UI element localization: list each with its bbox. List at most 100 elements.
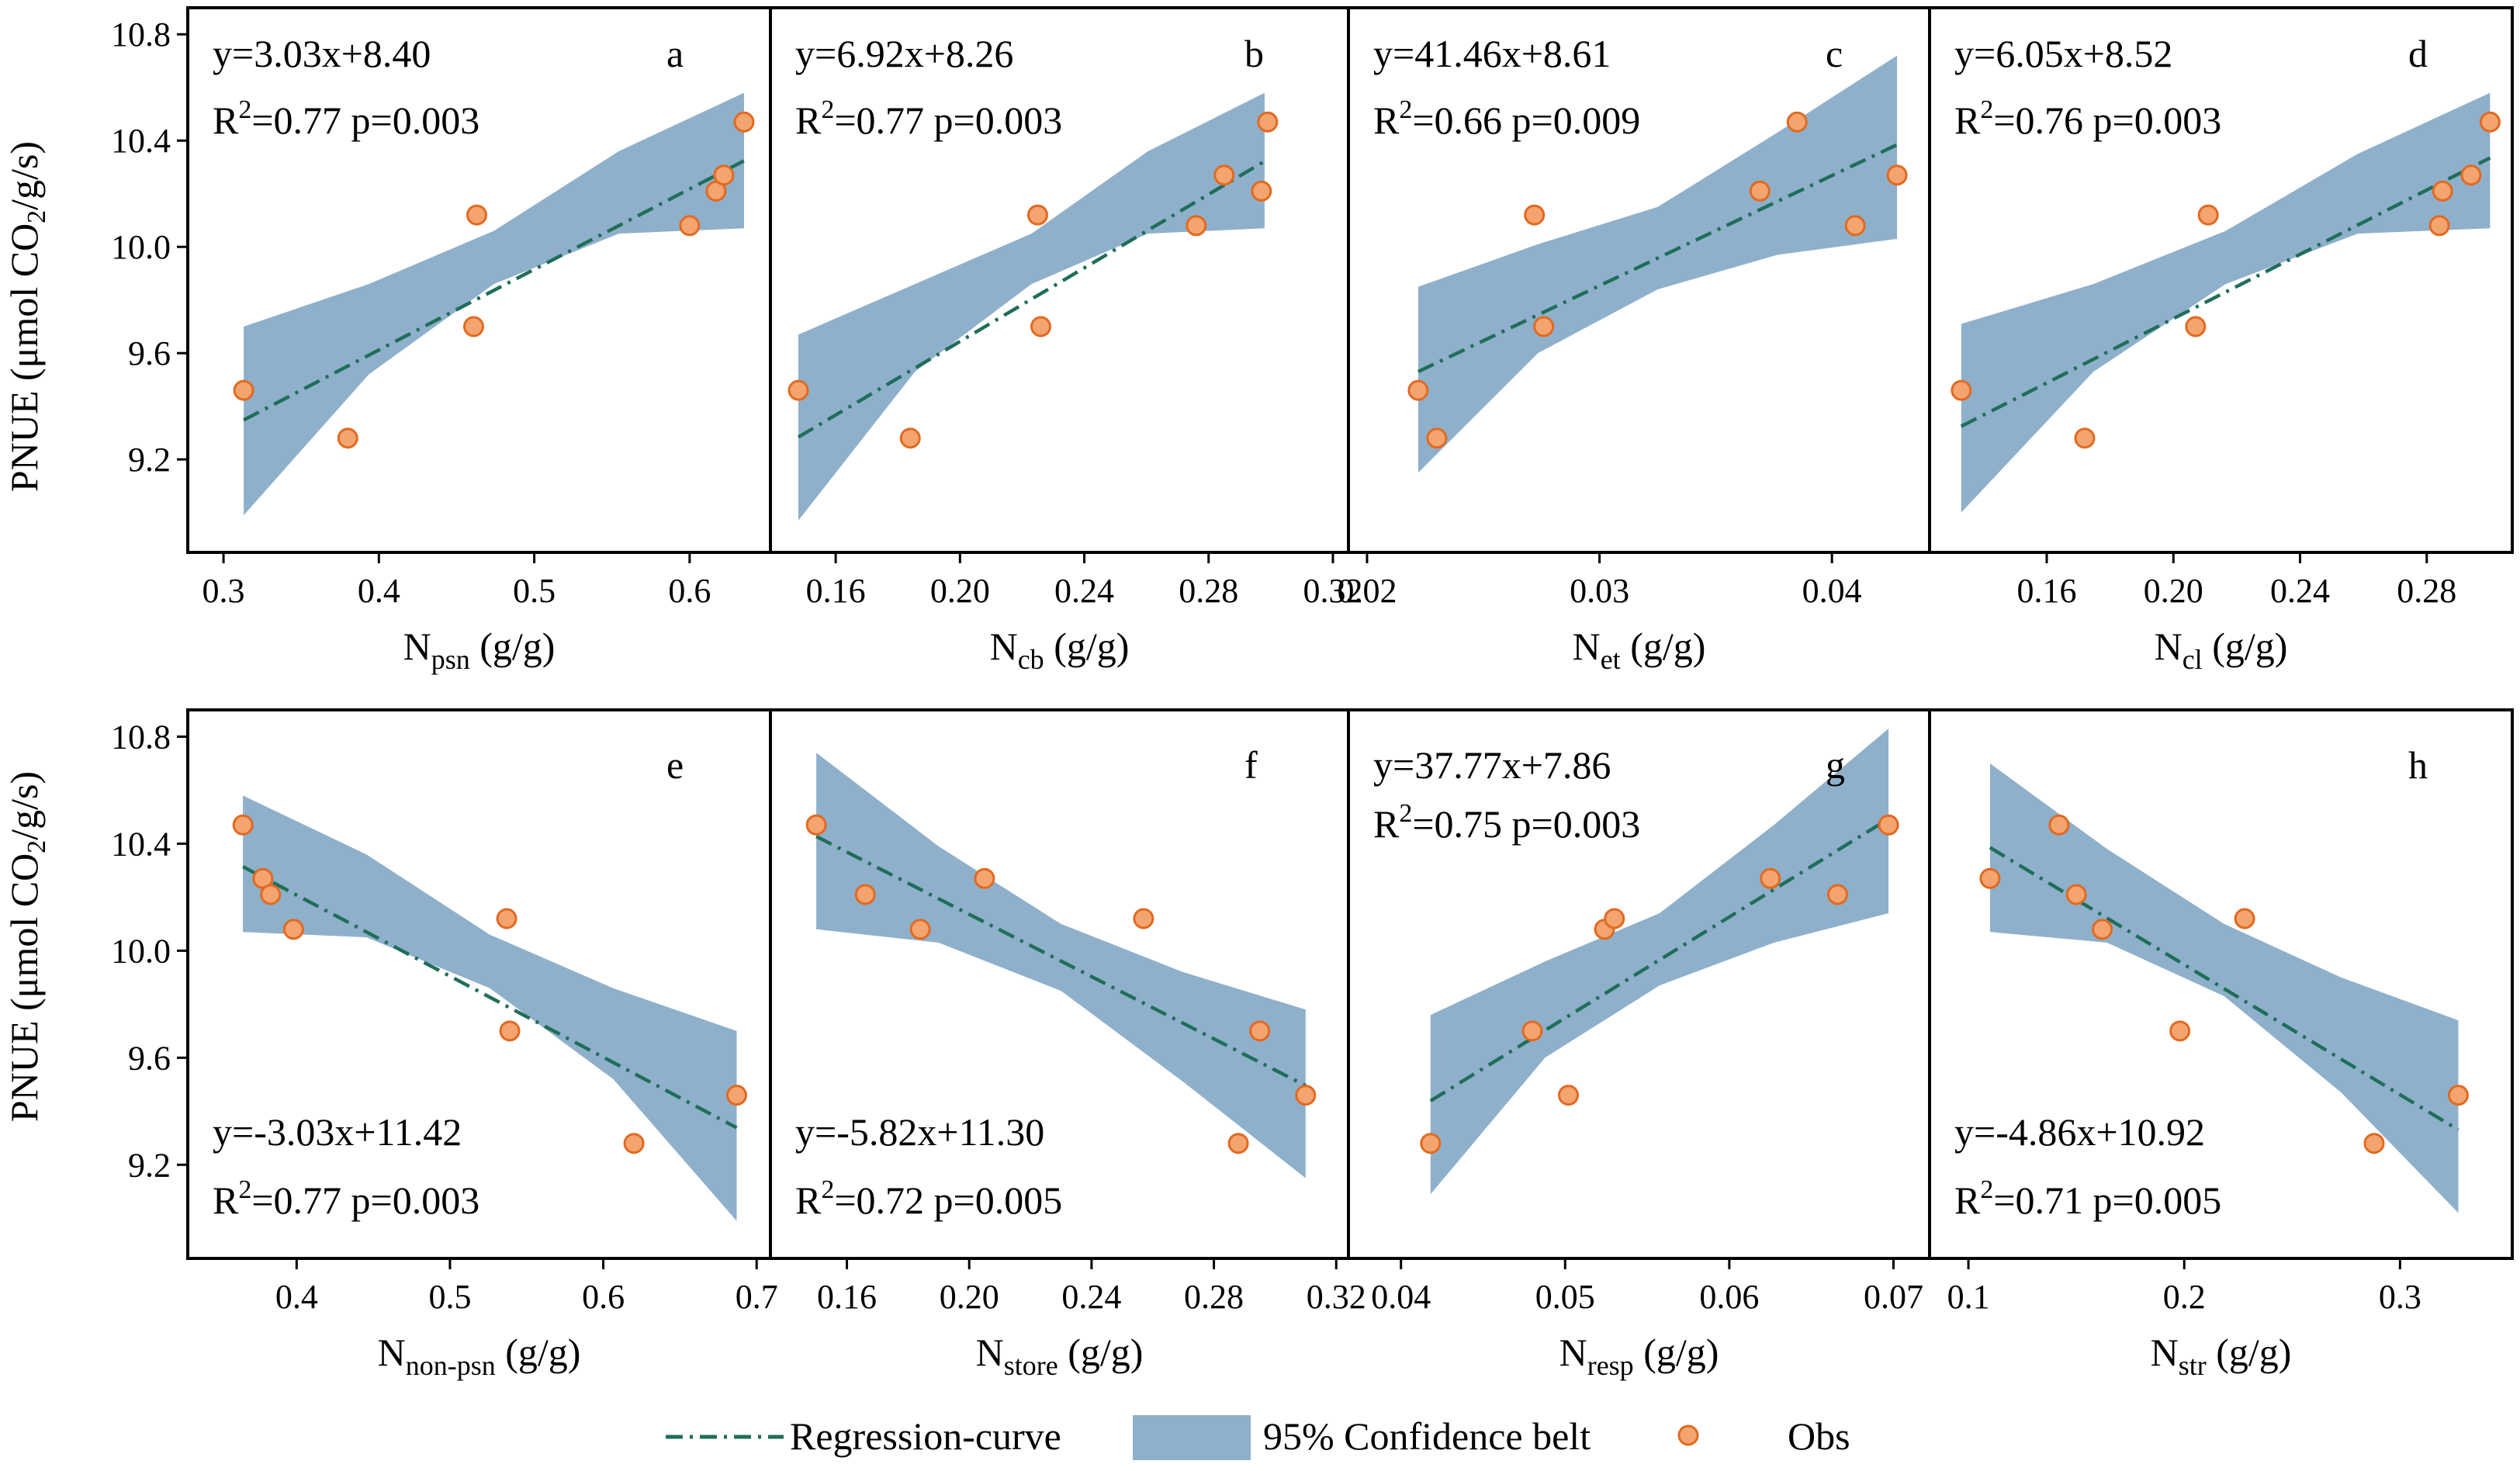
equation-d: y=6.05x+8.52	[1954, 32, 2172, 75]
obs-point-f-8	[1295, 1085, 1317, 1106]
obs-point-a-3	[462, 316, 484, 337]
x-tick-label-f-1: 0.16	[817, 1278, 877, 1316]
confidence-band-g	[1430, 729, 1889, 1195]
obs-point-h-3	[2065, 884, 2087, 905]
obs-point-e-6	[499, 1020, 521, 1042]
regression-line-a	[243, 159, 745, 422]
panel-d: 0.16 0.20 0.24 0.28 Ncl (g/g) d y=6.05x+8.52 R2…	[1928, 6, 2514, 675]
panel-letter-h: h	[2408, 743, 2428, 787]
obs-point-e-4	[282, 919, 304, 940]
obs-point-d-7	[2460, 164, 2482, 186]
obs-point-f-7	[1249, 1020, 1271, 1042]
panel-c: 0.02 0.03 0.04 Net (g/g) c y=41.46x+8.61 R2=0.…	[1337, 6, 1931, 675]
r-squared-d: R2=0.76 p=0.003	[1954, 95, 2221, 142]
y-tick-label-e-2: 9.6	[128, 1039, 171, 1077]
x-tick-label-c-3: 0.04	[1802, 572, 1862, 610]
obs-point-f-1	[805, 814, 827, 836]
panel-h: 0.1 0.2 0.3 Nstr (g/g) h y=-4.86x+10.92 R2=0.7…	[1928, 708, 2514, 1381]
r-squared-b: R2=0.77 p=0.003	[795, 95, 1062, 142]
confidence-band-c	[1418, 55, 1898, 473]
x-tick-label-d-1: 0.16	[2017, 572, 2077, 610]
panel-b: 0.16 0.20 0.24 0.28 0.32 Ncb (g/g) b y=6.92x+8.…	[769, 6, 1362, 675]
r-squared-c: R2=0.66 p=0.009	[1373, 95, 1640, 142]
panel-frame-d	[1928, 6, 2514, 554]
legend-band-swatch	[1133, 1415, 1251, 1460]
obs-point-g-5	[1604, 908, 1625, 929]
obs-point-h-5	[2169, 1020, 2191, 1042]
obs-point-c-7	[1844, 215, 1866, 237]
x-tick-label-b-2: 0.20	[930, 572, 990, 610]
x-axis-title-b: Ncb (g/g)	[990, 625, 1130, 675]
obs-point-h-4	[2092, 919, 2113, 940]
y-tick-label-e-3: 10.0	[111, 932, 171, 970]
obs-point-e-5	[496, 908, 518, 929]
obs-point-a-7	[713, 164, 735, 186]
x-tick-label-b-1: 0.16	[806, 572, 866, 610]
x-tick-label-f-3: 0.24	[1061, 1278, 1121, 1316]
obs-point-a-5	[679, 215, 701, 237]
obs-point-f-2	[854, 884, 876, 905]
panel-letter-f: f	[1244, 743, 1258, 787]
y-tick-label-e-4: 10.4	[111, 825, 171, 863]
x-tick-label-f-2: 0.20	[940, 1278, 999, 1316]
regression-line-f	[815, 835, 1307, 1088]
obs-point-a-1	[233, 379, 254, 401]
r-squared-a: R2=0.77 p=0.003	[213, 95, 479, 142]
obs-point-a-8	[733, 111, 755, 133]
regression-line-e	[242, 865, 738, 1130]
obs-point-b-5	[1186, 215, 1207, 237]
y-tick-label-a-2: 9.6	[128, 334, 171, 372]
obs-point-h-7	[2363, 1133, 2385, 1154]
obs-point-b-7	[1251, 180, 1272, 202]
confidence-band-e	[243, 795, 737, 1221]
obs-point-e-7	[623, 1133, 645, 1154]
x-tick-label-c-1: 0.02	[1337, 572, 1397, 610]
obs-point-g-3	[1558, 1085, 1580, 1106]
obs-point-d-5	[2428, 215, 2450, 237]
legend: Regression-curve 95% Confidence belt Obs	[666, 1414, 1850, 1460]
obs-point-e-1	[232, 814, 254, 836]
r-squared-f: R2=0.72 p=0.005	[795, 1175, 1062, 1222]
x-tick-label-e-1: 0.4	[275, 1278, 318, 1316]
obs-point-g-2	[1521, 1020, 1543, 1042]
regression-line-c	[1417, 143, 1899, 374]
obs-point-g-8	[1878, 814, 1899, 836]
y-tick-label-e-1: 9.2	[128, 1146, 171, 1184]
panel-frame-b	[769, 6, 1350, 554]
confidence-band-a	[244, 92, 745, 516]
panel-g: 0.04 0.05 0.06 0.07 Nresp (g/g) g y=37.77x+7.8…	[1347, 708, 1931, 1381]
x-tick-label-d-3: 0.24	[2270, 572, 2330, 610]
obs-point-f-5	[1133, 908, 1154, 929]
obs-point-c-5	[1749, 180, 1771, 202]
x-tick-label-c-2: 0.03	[1570, 572, 1629, 610]
x-tick-label-a-3: 0.5	[513, 572, 556, 610]
x-tick-label-g-4: 0.07	[1864, 1278, 1923, 1316]
x-tick-label-a-2: 0.4	[358, 572, 400, 610]
panel-letter-e: e	[666, 743, 684, 787]
x-tick-label-g-2: 0.05	[1535, 1278, 1595, 1316]
obs-point-a-4	[466, 204, 487, 226]
equation-c: y=41.46x+8.61	[1373, 32, 1611, 75]
obs-point-d-4	[2197, 204, 2219, 226]
x-tick-label-f-4: 0.28	[1184, 1278, 1244, 1316]
panels-group: 0.3 0.4 0.5 0.6 9.2 9.6 10.0 10.4 10.8 Npsn (g/g)…	[111, 6, 2514, 1381]
confidence-band-b	[798, 92, 1265, 521]
x-tick-label-b-5: 0.32	[1303, 572, 1362, 610]
regression-line-h	[1989, 846, 2459, 1132]
regression-line-d	[1960, 156, 2491, 428]
legend-band-label: 95% Confidence belt	[1263, 1414, 1591, 1458]
y-axis-label-top: PNUE (μmol CO2/g/s)	[2, 141, 51, 492]
obs-point-f-3	[909, 919, 931, 940]
x-tick-label-g-3: 0.06	[1699, 1278, 1759, 1316]
panel-letter-b: b	[1244, 32, 1264, 75]
obs-point-c-2	[1426, 427, 1448, 449]
obs-point-c-1	[1407, 379, 1429, 401]
obs-point-b-6	[1213, 164, 1235, 186]
regression-line-b	[797, 159, 1266, 439]
y-axis-label-bottom: PNUE (μmol CO2/g/s)	[2, 771, 51, 1122]
x-tick-label-e-2: 0.5	[428, 1278, 471, 1316]
confidence-band-f	[816, 753, 1306, 1179]
r-squared-e: R2=0.77 p=0.003	[213, 1175, 479, 1222]
x-tick-label-g-1: 0.04	[1371, 1278, 1431, 1316]
obs-point-d-2	[2074, 427, 2096, 449]
